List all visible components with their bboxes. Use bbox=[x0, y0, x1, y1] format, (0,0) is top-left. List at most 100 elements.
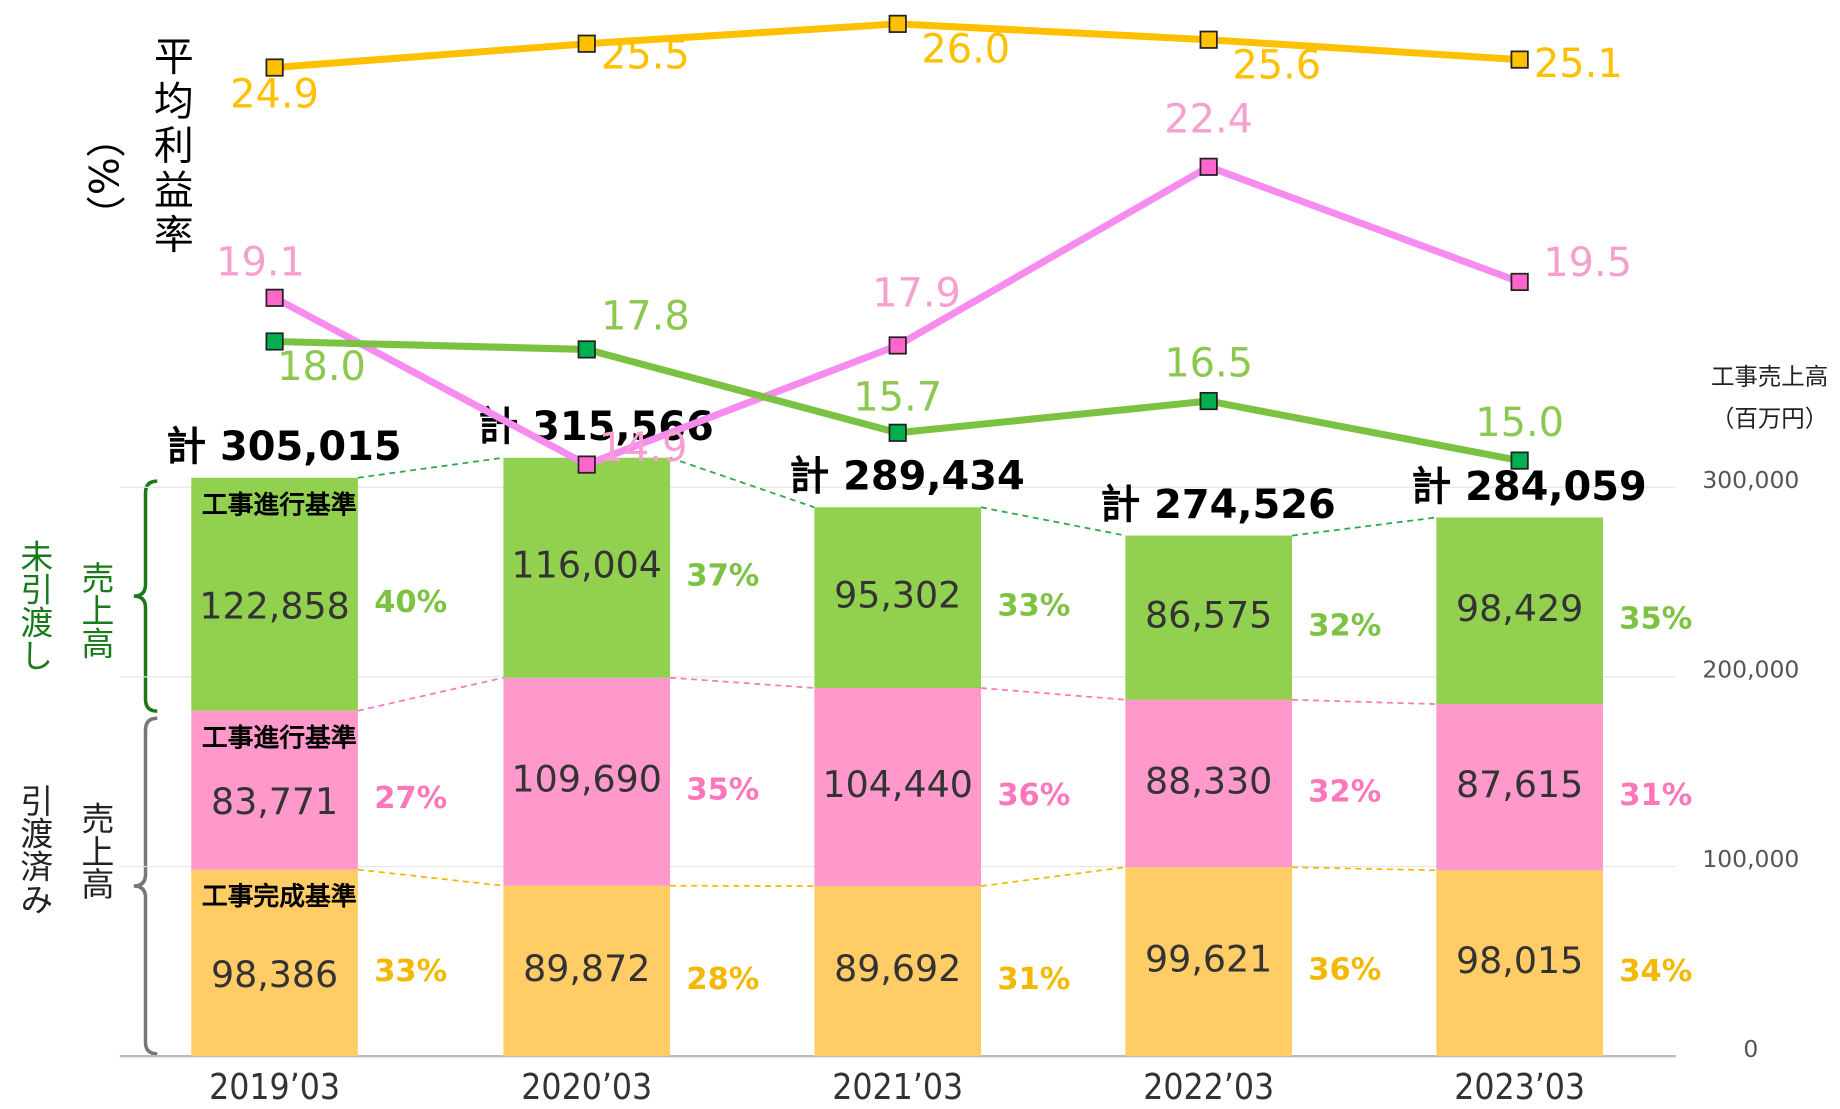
x-tick-label: 2020’03 bbox=[521, 1067, 652, 1108]
line-value-label: 15.0 bbox=[1475, 400, 1564, 446]
share-label: 27% bbox=[374, 781, 447, 816]
line-value-label: 16.5 bbox=[1164, 340, 1253, 386]
bar bbox=[503, 457, 671, 678]
bar-value-label: 99,621 bbox=[1145, 938, 1272, 981]
group-sublabel: 売上高 bbox=[76, 801, 114, 900]
share-label: 34% bbox=[1619, 954, 1692, 989]
line-value-label: 24.9 bbox=[230, 71, 319, 117]
share-label: 32% bbox=[1308, 609, 1381, 644]
share-label: 32% bbox=[1308, 774, 1381, 809]
x-tick-label: 2023’03 bbox=[1454, 1067, 1585, 1108]
share-label: 28% bbox=[686, 962, 759, 997]
bar bbox=[814, 507, 982, 689]
line-marker bbox=[1510, 451, 1529, 470]
group-sublabel: 売上高 bbox=[76, 561, 114, 660]
line-value-label: 14.9 bbox=[599, 425, 688, 471]
connector bbox=[980, 506, 1126, 537]
line-value-label: 25.5 bbox=[601, 32, 690, 78]
line-marker bbox=[265, 288, 284, 307]
connector bbox=[669, 456, 815, 509]
y2-axis-unit: （%） bbox=[79, 117, 125, 235]
line-value-label: 17.9 bbox=[872, 271, 961, 317]
bar-value-label: 89,872 bbox=[523, 947, 650, 990]
x-tick-label: 2021’03 bbox=[832, 1067, 963, 1108]
bar-value-label: 104,440 bbox=[823, 763, 973, 806]
bar bbox=[1125, 535, 1292, 700]
line-value-label: 26.0 bbox=[921, 27, 1010, 73]
connector bbox=[357, 868, 504, 887]
bar bbox=[503, 885, 671, 1057]
line-marker bbox=[1199, 391, 1218, 411]
line-value-label: 19.1 bbox=[216, 239, 305, 285]
y2-axis-label: 平均利益率 bbox=[147, 35, 193, 258]
y-tick-label: 300,000 bbox=[1702, 466, 1799, 494]
total-label: 計 289,434 bbox=[789, 454, 1024, 500]
connector bbox=[357, 676, 504, 712]
share-label: 40% bbox=[374, 585, 447, 620]
bar bbox=[814, 886, 982, 1057]
line-marker bbox=[1199, 30, 1218, 49]
bar bbox=[1125, 867, 1292, 1057]
bar-value-label: 95,302 bbox=[834, 574, 961, 617]
bar bbox=[1436, 704, 1603, 871]
line-marker bbox=[1199, 157, 1218, 176]
share-label: 33% bbox=[374, 954, 447, 989]
line-value-label: 18.0 bbox=[277, 344, 366, 390]
total-label: 計 274,526 bbox=[1100, 482, 1335, 528]
share-label: 33% bbox=[997, 589, 1070, 624]
bar bbox=[1436, 517, 1603, 705]
line-marker bbox=[577, 34, 596, 53]
line-value-label: 22.4 bbox=[1164, 97, 1253, 143]
bar bbox=[191, 869, 358, 1057]
y-tick-label: 200,000 bbox=[1702, 656, 1799, 684]
bar bbox=[191, 477, 358, 711]
connector bbox=[980, 687, 1126, 701]
bar-value-label: 89,692 bbox=[834, 947, 961, 990]
connector bbox=[980, 866, 1126, 887]
connector bbox=[1291, 866, 1437, 872]
bar-value-label: 86,575 bbox=[1145, 594, 1272, 637]
line-value-label: 19.5 bbox=[1543, 240, 1632, 286]
bar-value-label: 116,004 bbox=[512, 544, 662, 587]
share-label: 36% bbox=[997, 778, 1070, 813]
line-value-label: 25.6 bbox=[1232, 42, 1321, 88]
bar bbox=[503, 677, 671, 886]
y-axis-unit: （百万円） bbox=[1711, 405, 1828, 433]
group-label: 未引渡し bbox=[15, 540, 53, 671]
bar bbox=[1436, 870, 1603, 1057]
line-marker bbox=[1510, 272, 1529, 292]
connector bbox=[669, 676, 815, 689]
line-value-label: 17.8 bbox=[601, 293, 690, 339]
group-label: 引渡済み bbox=[15, 784, 53, 915]
bar-value-label: 98,015 bbox=[1456, 939, 1583, 982]
connector bbox=[1291, 698, 1437, 706]
y-tick-label: 100,000 bbox=[1702, 845, 1799, 873]
bar-value-label: 122,858 bbox=[199, 584, 349, 627]
line-marker bbox=[265, 332, 284, 351]
line-marker bbox=[265, 58, 284, 77]
line-marker bbox=[1510, 50, 1529, 69]
bar-value-label: 109,690 bbox=[512, 758, 662, 801]
share-label: 35% bbox=[686, 773, 759, 808]
share-label: 31% bbox=[997, 962, 1070, 997]
bar bbox=[814, 688, 982, 887]
connector bbox=[1291, 516, 1437, 537]
bar-value-label: 83,771 bbox=[211, 780, 338, 823]
share-label: 35% bbox=[1619, 602, 1692, 637]
series-label: 工事完成基準 bbox=[202, 881, 357, 912]
y-axis-label: 工事売上高 bbox=[1711, 362, 1828, 390]
series-label: 工事進行基準 bbox=[202, 489, 357, 520]
y-tick-label: 0 bbox=[1743, 1035, 1758, 1063]
x-tick-label: 2019’03 bbox=[209, 1067, 340, 1108]
connector bbox=[357, 456, 504, 479]
bar bbox=[191, 710, 358, 870]
total-label: 計 305,015 bbox=[166, 424, 401, 470]
x-tick-label: 2022’03 bbox=[1143, 1067, 1274, 1108]
line-value-label: 15.7 bbox=[853, 374, 942, 420]
line-marker bbox=[888, 423, 907, 442]
series-label: 工事進行基準 bbox=[202, 722, 357, 753]
share-label: 37% bbox=[686, 559, 759, 594]
bar-value-label: 87,615 bbox=[1456, 763, 1583, 806]
line-marker bbox=[577, 455, 596, 474]
